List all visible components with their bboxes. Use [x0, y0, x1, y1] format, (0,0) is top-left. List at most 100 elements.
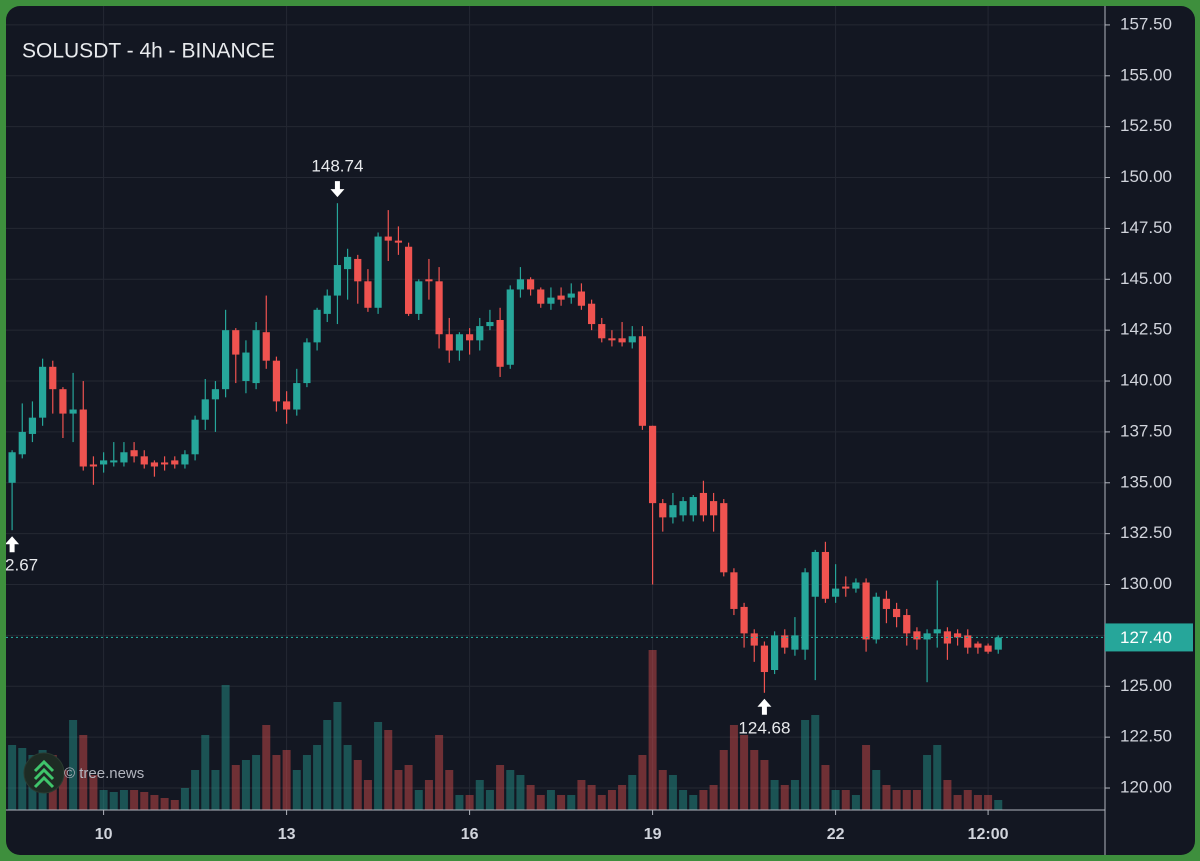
extreme-label: 132.67 [0, 556, 38, 575]
volume-bar [58, 770, 67, 810]
candle-body [150, 462, 159, 467]
volume-bar [628, 775, 637, 810]
candle-body [303, 342, 311, 384]
candle-body [160, 462, 169, 465]
candle-body [272, 360, 281, 402]
candle-body [69, 409, 77, 414]
candle-body [394, 240, 403, 243]
volume-bar [638, 755, 647, 810]
volume-bar [170, 800, 179, 810]
extreme-arrow [757, 698, 772, 715]
candle-body [923, 633, 931, 640]
volume-bar [465, 795, 474, 810]
volume-bar [445, 770, 454, 810]
candle-body [811, 551, 819, 597]
volume-bar [414, 790, 423, 810]
volume-bar [526, 785, 535, 810]
volume-bar [313, 745, 322, 810]
volume-bar [394, 770, 403, 810]
candle-body [435, 281, 443, 335]
volume-bar [252, 755, 261, 810]
volume-bar [282, 750, 291, 810]
candle-body [130, 450, 138, 457]
axes: 120.00122.50125.00127.50130.00132.50135.… [95, 14, 1193, 843]
candle-body [567, 293, 575, 298]
candle-body [293, 383, 301, 410]
y-tick-label: 150.00 [1120, 167, 1172, 186]
candle-body [323, 295, 331, 314]
volume-bar [801, 720, 810, 810]
volume-bar [496, 765, 505, 810]
chart-title: SOLUSDT - 4h - BINANCE [22, 40, 275, 63]
volume-bar [160, 798, 169, 810]
volume-bar [658, 770, 667, 810]
candle-body [384, 236, 392, 241]
candle-body [984, 645, 992, 652]
volume-bar [912, 790, 921, 810]
volume-bar [851, 795, 860, 810]
candle-body [221, 330, 230, 390]
volume-bar [862, 745, 871, 810]
volume-bar [333, 702, 342, 810]
volume-bar [811, 715, 820, 810]
volume-bar [597, 795, 606, 810]
y-tick-label: 120.00 [1120, 778, 1172, 797]
volume-bar [648, 650, 657, 810]
candle-body [313, 309, 321, 343]
candle-body [740, 606, 748, 634]
volume-bar [384, 730, 393, 810]
candle-body [852, 582, 860, 589]
watermark-text: © tree.news [64, 765, 144, 782]
volume-bar [902, 790, 911, 810]
candle-body [49, 366, 57, 390]
volume-bar [699, 790, 708, 810]
candle-body [140, 456, 148, 465]
candle-body [750, 633, 758, 646]
candle-body [476, 326, 484, 341]
candle-body [506, 289, 514, 365]
volume-bar [719, 750, 728, 810]
volume-bar [363, 780, 372, 810]
candle-body [211, 389, 220, 400]
y-tick-label: 152.50 [1120, 116, 1172, 135]
candle-body [709, 501, 718, 516]
volume-bar [140, 792, 149, 810]
candle-body [201, 399, 209, 420]
candle-body [486, 322, 494, 327]
volume-bar [89, 775, 98, 810]
volume-bar [221, 685, 230, 810]
candle-layer [8, 203, 1002, 693]
candle-body [760, 645, 769, 673]
extreme-label: 124.68 [738, 718, 790, 737]
y-tick-label: 155.00 [1120, 65, 1172, 84]
candle-body [282, 401, 291, 410]
candle-body [28, 417, 37, 434]
volume-bar [272, 755, 281, 810]
candle-body [699, 492, 708, 516]
volume-bar [841, 790, 850, 810]
candle-body [618, 338, 626, 343]
candle-body [872, 596, 880, 640]
candle-body [821, 551, 830, 599]
candle-body [110, 460, 118, 463]
candle-body [587, 303, 596, 325]
candle-body [99, 460, 108, 465]
candle-body [781, 635, 789, 648]
volume-bar [516, 775, 525, 810]
x-tick-label: 19 [644, 826, 662, 843]
volume-bar [943, 780, 952, 810]
candle-body [354, 258, 362, 282]
candle-body [404, 246, 413, 314]
candle-body [465, 334, 474, 341]
candle-body [415, 281, 423, 314]
volume-bar [231, 765, 240, 810]
candle-body [89, 464, 98, 467]
volume-bar [831, 790, 840, 810]
volume-bar [689, 795, 698, 810]
volume-bar [607, 790, 616, 810]
candle-body [628, 336, 636, 343]
volume-bar [119, 790, 128, 810]
volume-bar [984, 795, 993, 810]
candle-body [608, 338, 616, 341]
volume-bar [506, 770, 515, 810]
